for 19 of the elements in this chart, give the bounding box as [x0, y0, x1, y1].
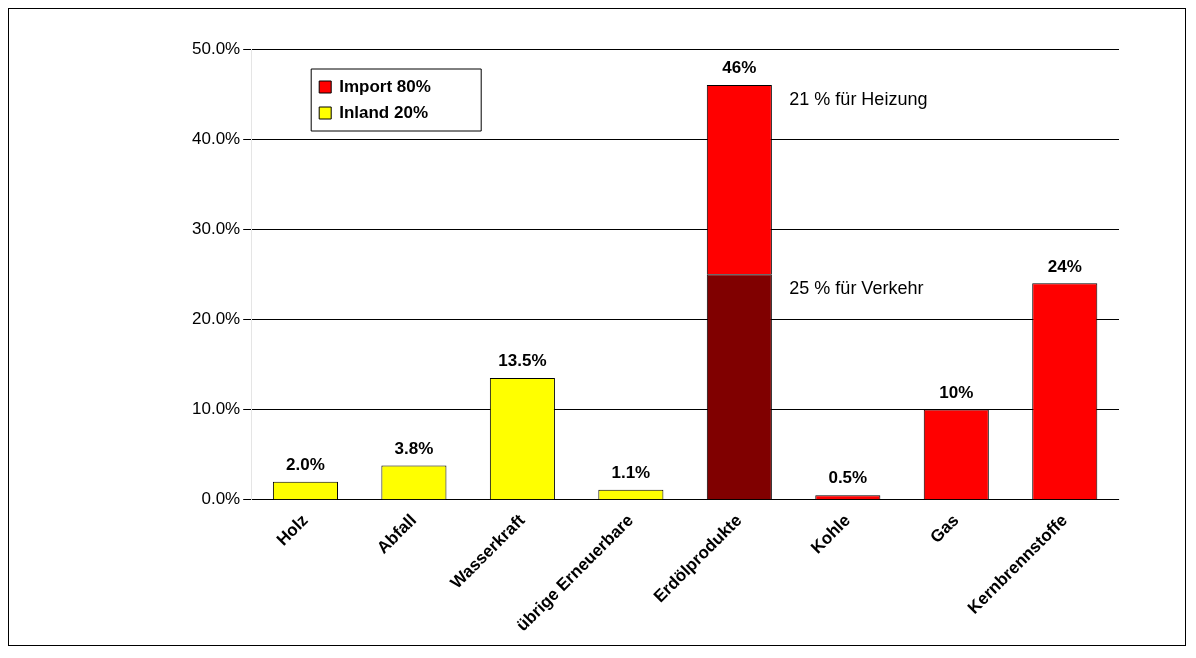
y-tick-label: 30.0%: [192, 218, 241, 238]
annotation: 25 % für Verkehr: [789, 278, 924, 299]
legend-label: Inland 20%: [339, 102, 429, 122]
legend-label: Import 80%: [339, 76, 431, 96]
total-label: 3.8%: [394, 438, 434, 458]
total-label: 13.5%: [498, 351, 547, 371]
y-tick-label: 20.0%: [192, 309, 241, 329]
y-tick-label: 0.0%: [201, 489, 241, 509]
total-label: 0.5%: [828, 468, 868, 488]
total-label: 2.0%: [286, 454, 325, 474]
y-tick-label: 40.0%: [192, 128, 241, 148]
total-label: 10%: [939, 382, 974, 402]
total-label: 24%: [1047, 256, 1082, 276]
y-tick-label: 10.0%: [192, 399, 241, 419]
annotation: 21 % für Heizung: [789, 89, 928, 110]
total-label: 1.1%: [611, 462, 651, 482]
y-tick-label: 50.0%: [192, 38, 241, 58]
x-tick-label: Gas: [926, 510, 963, 547]
total-label: 46%: [722, 58, 757, 78]
